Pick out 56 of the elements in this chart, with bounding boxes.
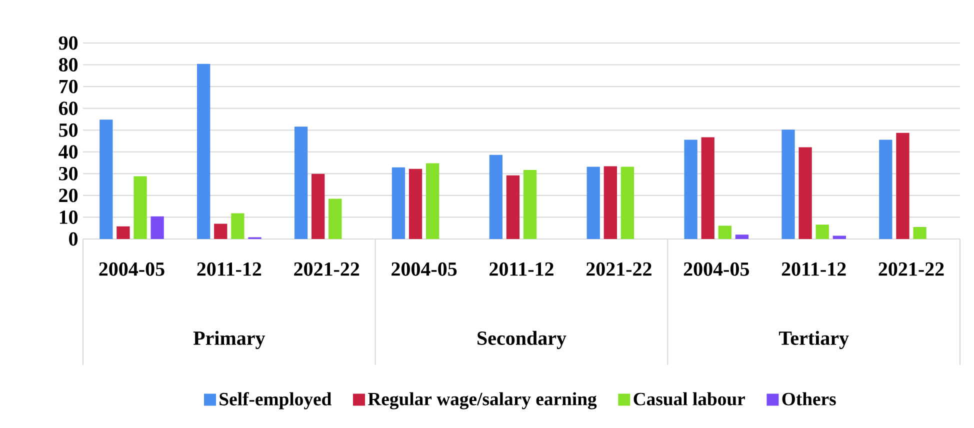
y-tick-label: 90: [58, 36, 78, 50]
bar: [879, 140, 892, 239]
bar: [798, 147, 812, 239]
bar: [116, 226, 130, 239]
bar: [489, 154, 502, 239]
x-tick-label: 2011-12: [782, 262, 846, 276]
bar: [506, 175, 520, 239]
bar: [735, 234, 749, 239]
bar: [782, 130, 795, 239]
y-tick-label: 10: [60, 210, 78, 224]
bar: [392, 167, 406, 239]
bar: [684, 140, 698, 239]
text: Primary: [193, 330, 266, 350]
legend-label: Others: [782, 392, 836, 406]
bar: [312, 174, 325, 239]
y-tick-label: 70: [59, 80, 78, 94]
y-tick-label: 20: [59, 188, 78, 202]
bar: [100, 120, 113, 239]
y-tick-label: 40: [58, 145, 78, 159]
bar: [586, 166, 600, 239]
x-tick-label: 2004-05: [392, 262, 457, 276]
text: Secondary: [478, 330, 566, 350]
x-tick-label: 2011-12: [490, 262, 554, 276]
x-tick-label: 2004-05: [99, 262, 164, 276]
bar: [426, 163, 440, 239]
bar: [604, 166, 617, 239]
bar: [523, 170, 537, 239]
bar: [620, 166, 634, 239]
bar: [214, 224, 228, 239]
bar: [832, 236, 846, 239]
bar: [134, 176, 147, 239]
bar: [718, 226, 732, 239]
x-tick-label: 2021-22: [294, 262, 360, 276]
x-tick-label: 2004-05: [684, 262, 749, 276]
bar: [231, 213, 244, 239]
y-tick-label: 80: [58, 58, 78, 72]
bar: [294, 126, 308, 239]
x-tick-label: 2021-22: [878, 262, 944, 276]
bar: [408, 168, 422, 239]
bar: [197, 64, 210, 239]
y-tick-label: 0: [69, 232, 78, 246]
legend-label: Regular wage/salary earning: [368, 392, 597, 410]
bar: [328, 198, 342, 239]
bar: [913, 227, 926, 239]
bar: [896, 132, 910, 239]
legend-label: Casual labour: [634, 392, 745, 406]
bar: [816, 224, 829, 239]
y-tick-label: 30: [59, 166, 78, 180]
bar: [701, 137, 714, 239]
legend-label: Self-employed: [220, 392, 332, 410]
y-tick-label: 60: [58, 102, 78, 116]
x-tick-label: 2011-12: [197, 262, 262, 276]
bar: [150, 216, 164, 239]
text: Tertiary: [778, 330, 849, 350]
y-tick-label: 50: [59, 123, 78, 137]
x-tick-label: 2021-22: [586, 262, 652, 276]
